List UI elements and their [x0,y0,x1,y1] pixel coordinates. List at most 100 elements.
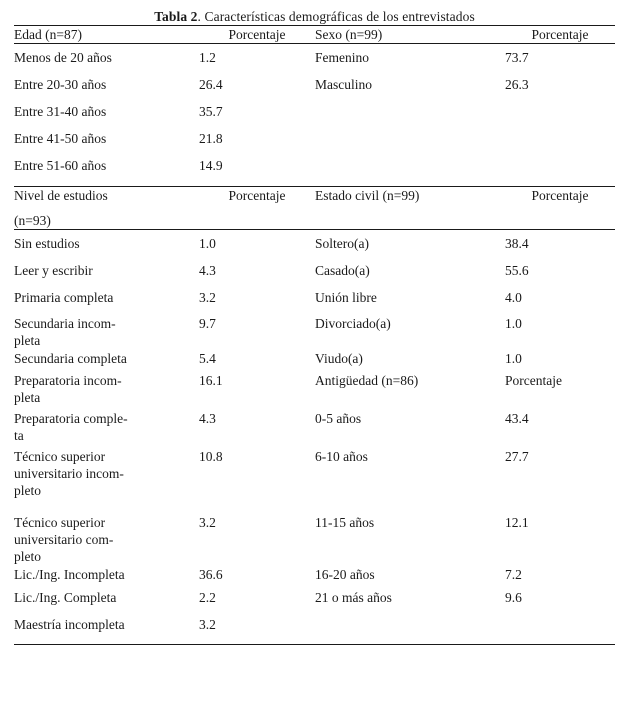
rule-top [14,25,615,26]
row-pct-right: 43.4 [505,411,529,426]
row-pct: 21.8 [199,131,223,146]
spacer-cell [14,499,199,510]
header-seniority: Antigüedad (n=86) [315,373,419,388]
education-marital-header: Nivel de estudios (n=93) Porcentaje Esta… [14,187,615,229]
row-pct: 3.2 [199,617,216,632]
row-label: Primaria completa [14,290,114,305]
table-row: Entre 20-30 años 26.4 Masculino 26.3 [14,71,615,98]
row-label-right: 16-20 años [315,567,375,582]
table-row: Leer y escribir 4.3 Casado(a) 55.6 [14,257,615,284]
row-label-right: Divorciado(a) [315,316,391,331]
row-label-right [315,98,505,125]
row-label-right [315,125,505,152]
row-label: Preparatoria comple- ta [14,406,199,444]
row-pct-right [505,152,615,179]
row-label: Lic./Ing. Completa [14,590,117,605]
row-pct-right: 26.3 [505,77,529,92]
row-label-line2: pleta [14,390,41,405]
row-pct: 3.2 [199,290,216,305]
row-label-line1: Técnico superior [14,449,106,464]
table-row: Preparatoria incom- pleta 16.1 Antigüeda… [14,368,615,406]
row-label: Leer y escribir [14,263,93,278]
row-label-line3: pleto [14,483,41,498]
row-label: Técnico superior universitario com- plet… [14,510,199,565]
row-label: Técnico superior universitario incom- pl… [14,444,199,499]
row-pct-right: 73.7 [505,50,529,65]
table-row: Lic./Ing. Completa 2.2 21 o más años 9.6 [14,584,615,611]
row-label-right [315,152,505,179]
header-pct-sex: Porcentaje [531,27,589,42]
row-pct-right [505,98,615,125]
rule-under-second-header [14,229,615,230]
row-pct-right: 55.6 [505,263,529,278]
row-pct: 4.3 [199,263,216,278]
row-label-right: Femenino [315,50,369,65]
row-label-right: Masculino [315,77,372,92]
row-label: Entre 41-50 años [14,131,107,146]
row-pct-right: 1.0 [505,316,522,331]
table-row: Lic./Ing. Incompleta 36.6 16-20 años 7.2 [14,565,615,584]
row-label: Maestría incompleta [14,617,125,632]
row-pct-right: 7.2 [505,567,522,582]
table-row: Secundaria completa 5.4 Viudo(a) 1.0 [14,349,615,368]
row-label-right: 11-15 años [315,515,375,530]
header-education-line1: Nivel de estudios [14,188,108,203]
header-education-line2: (n=93) [14,213,51,228]
spacer-cell [505,499,615,510]
header-row-education-marital: Nivel de estudios (n=93) Porcentaje Esta… [14,187,615,229]
row-label: Sin estudios [14,236,80,251]
row-label-right: Unión libre [315,290,377,305]
row-label: Lic./Ing. Incompleta [14,567,125,582]
row-label: Entre 31-40 años [14,104,107,119]
header-row-age-sex: Edad (n=87) Porcentaje Sexo (n=99) Porce… [14,26,615,43]
row-label-line1: Técnico superior [14,515,106,530]
header-age: Edad (n=87) [14,27,82,42]
row-pct: 5.4 [199,351,216,366]
row-label-right: 0-5 años [315,411,362,426]
row-label-right: Viudo(a) [315,351,363,366]
row-pct-right: 1.0 [505,351,522,366]
row-pct-right: 38.4 [505,236,529,251]
row-pct: 2.2 [199,590,216,605]
row-label-right: Soltero(a) [315,236,369,251]
row-pct: 36.6 [199,567,223,582]
education-marital-section: Sin estudios 1.0 Soltero(a) 38.4 Leer y … [14,230,615,638]
caption-label: Tabla 2 [154,9,198,24]
table-row: Técnico superior universitario com- plet… [14,510,615,565]
age-sex-section: Menos de 20 años 1.2 Femenino 73.7 Entre… [14,44,615,179]
row-label-line2: ta [14,428,24,443]
row-label: Preparatoria incom- pleta [14,368,199,406]
row-pct: 26.4 [199,77,223,92]
rule-under-first-header [14,43,615,44]
row-pct: 3.2 [199,515,216,530]
row-pct: 10.8 [199,449,223,464]
row-pct-right: 9.6 [505,590,522,605]
header-sex: Sexo (n=99) [315,27,383,42]
table-row: Preparatoria comple- ta 4.3 0-5 años 43.… [14,406,615,444]
header-pct-seniority: Porcentaje [505,373,562,388]
table-row: Secundaria incom- pleta 9.7 Divorciado(a… [14,311,615,349]
spacer-cell [315,499,505,510]
row-label-line2: universitario incom- [14,466,124,481]
rule-bottom [14,644,615,645]
row-pct: 14.9 [199,158,223,173]
table-row: Menos de 20 años 1.2 Femenino 73.7 [14,44,615,71]
row-label-right: 6-10 años [315,449,368,464]
row-pct: 16.1 [199,373,223,388]
row-label: Secundaria completa [14,351,127,366]
row-label: Entre 20-30 años [14,77,107,92]
row-label-line1: Secundaria incom- [14,316,116,331]
header-pct-age: Porcentaje [228,27,286,42]
table-caption: Tabla 2. Características demográficas de… [0,0,629,25]
table-row: Sin estudios 1.0 Soltero(a) 38.4 [14,230,615,257]
table-row: Maestría incompleta 3.2 [14,611,615,638]
rule-above-second-header [14,186,615,187]
row-label-line2: pleta [14,333,41,348]
table-row: Entre 41-50 años 21.8 [14,125,615,152]
header-pct-marital: Porcentaje [531,188,589,203]
spacer-cell [199,499,315,510]
demographics-table: Edad (n=87) Porcentaje Sexo (n=99) Porce… [14,26,615,43]
row-label-right: Casado(a) [315,263,370,278]
row-pct: 1.2 [199,50,216,65]
row-pct-right: 12.1 [505,515,529,530]
